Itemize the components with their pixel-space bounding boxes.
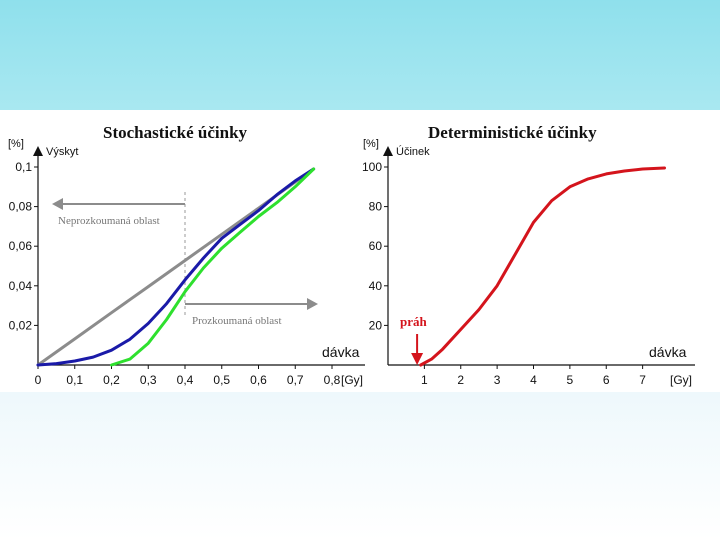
stochastic-x-tick-label: 0,2 <box>103 373 120 387</box>
stochastic-x-tick-label: 0,8 <box>324 373 341 387</box>
stochastic-y-tick-label: 0,06 <box>9 239 33 253</box>
stochastic-x-label: dávka <box>322 344 360 360</box>
stochastic-x-tick-label: 0,3 <box>140 373 157 387</box>
stochastic-title: Stochastické účinky <box>103 123 248 142</box>
stochastic-y-label: Výskyt <box>46 146 78 158</box>
stochastic-x-tick-label: 0,1 <box>66 373 83 387</box>
stochastic-x-tick-label: 0,5 <box>213 373 230 387</box>
deterministic-x-tick-label: 4 <box>530 373 537 387</box>
stochastic-x-tick-label: 0,6 <box>250 373 267 387</box>
stochastic-y-tick-label: 0,08 <box>9 200 33 214</box>
threshold-label: práh <box>400 314 428 329</box>
stochastic-y-tick-label: 0,04 <box>9 279 33 293</box>
stochastic-y-unit: [%] <box>8 138 24 150</box>
stochastic-x-unit: [Gy] <box>341 373 363 387</box>
stochastic-y-arrow <box>33 146 43 156</box>
deterministic-chart: Deterministické účinky [%] Účinek dávka … <box>362 123 695 387</box>
stochastic-x-tick-label: 0,4 <box>177 373 194 387</box>
deterministic-y-tick-label: 100 <box>362 160 382 174</box>
stochastic-y-tick-label: 0,02 <box>9 318 33 332</box>
deterministic-x-unit: [Gy] <box>670 373 692 387</box>
deterministic-x-tick-label: 6 <box>603 373 610 387</box>
explored-arrow-head <box>307 298 318 310</box>
deterministic-x-label: dávka <box>649 344 687 360</box>
charts-panel: Stochastické účinky [%] Výskyt dávka [Gy… <box>0 116 700 392</box>
deterministic-y-unit: [%] <box>363 138 379 150</box>
stochastic-series-blue <box>36 167 316 367</box>
charts-figure: Stochastické účinky [%] Výskyt dávka [Gy… <box>8 123 695 387</box>
stochastic-series-green <box>110 167 316 367</box>
deterministic-y-tick-label: 20 <box>369 318 383 332</box>
deterministic-y-label: Účinek <box>396 145 430 158</box>
stochastic-x-tick-label: 0 <box>35 373 42 387</box>
deterministic-x-tick-label: 7 <box>639 373 646 387</box>
deterministic-x-tick-label: 2 <box>457 373 464 387</box>
explored-region-label: Prozkoumaná oblast <box>192 315 282 327</box>
deterministic-x-tick-label: 1 <box>421 373 428 387</box>
stochastic-chart: Stochastické účinky [%] Výskyt dávka [Gy… <box>8 123 365 387</box>
deterministic-x-tick-label: 5 <box>567 373 574 387</box>
threshold-arrow-head <box>411 353 424 365</box>
stochastic-x-tick-label: 0,7 <box>287 373 304 387</box>
unexplored-region-label: Neprozkoumaná oblast <box>58 215 160 227</box>
stochastic-y-tick-label: 0,1 <box>15 160 32 174</box>
deterministic-y-tick-label: 60 <box>369 239 383 253</box>
deterministic-y-tick-label: 40 <box>369 279 383 293</box>
deterministic-y-tick-label: 80 <box>369 200 383 214</box>
unexplored-arrow-head <box>52 198 63 210</box>
deterministic-series-sigmoid <box>419 166 666 367</box>
deterministic-x-tick-label: 3 <box>494 373 501 387</box>
deterministic-title: Deterministické účinky <box>428 123 597 142</box>
deterministic-y-arrow <box>383 146 393 156</box>
